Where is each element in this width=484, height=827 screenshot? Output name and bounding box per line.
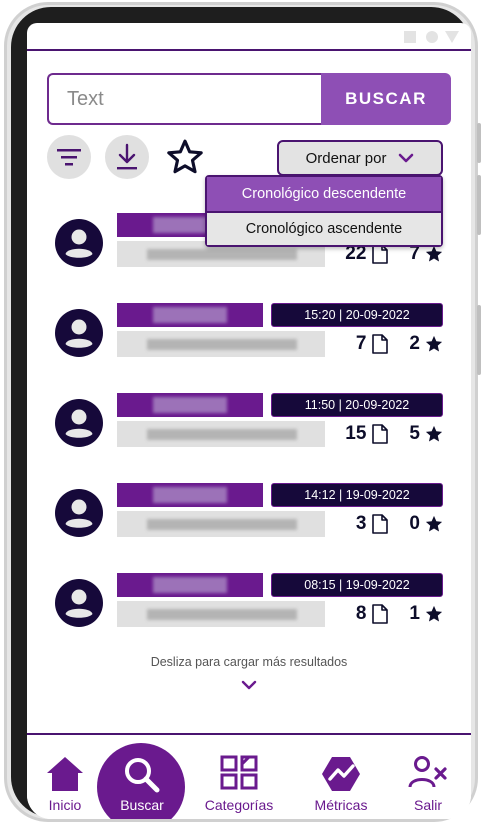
phone-side-button <box>477 175 481 235</box>
nav-item-buscar[interactable]: Buscar <box>101 735 183 819</box>
home-icon <box>47 757 83 791</box>
document-count: 3 <box>355 513 367 534</box>
result-subtitle-redacted <box>117 511 325 537</box>
status-square-icon <box>404 31 416 43</box>
sort-options-menu: Cronológico descendente Cronológico asce… <box>205 175 443 247</box>
document-icon <box>372 334 389 354</box>
load-more-hint: Desliza para cargar más resultados <box>150 655 348 669</box>
result-subtitle-redacted <box>117 601 325 627</box>
user-avatar-icon <box>55 309 103 357</box>
document-count: 15 <box>345 423 367 444</box>
chevron-down-icon <box>399 153 414 163</box>
logout-user-icon <box>408 756 447 788</box>
nav-item-salir[interactable]: Salir <box>401 735 455 819</box>
phone-side-button <box>477 305 481 375</box>
categories-icon <box>220 755 258 790</box>
document-count: 7 <box>355 333 367 354</box>
download-button[interactable] <box>105 135 149 179</box>
status-triangle-icon <box>445 31 459 43</box>
sort-dropdown-button[interactable]: Ordenar por <box>277 140 443 176</box>
sort-option-ascending[interactable]: Cronológico ascendente <box>207 211 441 245</box>
filter-icon <box>57 149 81 166</box>
document-count: 22 <box>345 243 367 264</box>
result-timestamp: 15:20 | 20-09-2022 <box>271 303 443 327</box>
result-title-redacted <box>117 303 263 327</box>
favorite-star-icon[interactable] <box>165 137 205 177</box>
phone-side-button <box>477 123 481 163</box>
user-avatar-icon <box>55 489 103 537</box>
document-icon <box>372 604 389 624</box>
status-bar <box>27 23 471 51</box>
bottom-navigation: Inicio Buscar Categorías <box>27 733 471 819</box>
result-timestamp: 11:50 | 20-09-2022 <box>271 393 443 417</box>
star-icon <box>425 605 443 622</box>
app-screen: BUSCAR Ordenar por Cronológi <box>27 23 471 819</box>
nav-label: Métricas <box>314 797 368 813</box>
star-icon <box>425 515 443 532</box>
star-count: 0 <box>409 513 420 534</box>
nav-item-categorias[interactable]: Categorías <box>195 735 283 819</box>
star-count: 2 <box>409 333 420 354</box>
nav-label: Categorías <box>204 797 274 813</box>
nav-item-metricas[interactable]: Métricas <box>303 735 379 819</box>
result-subtitle-redacted <box>117 421 325 447</box>
star-count: 5 <box>409 423 420 444</box>
filter-button[interactable] <box>47 135 91 179</box>
result-stats: 22 7 <box>345 243 443 265</box>
result-title-redacted <box>117 393 263 417</box>
phone-frame: BUSCAR Ordenar por Cronológi <box>4 2 481 822</box>
document-icon <box>372 244 389 264</box>
result-row[interactable]: 15:20 | 20-09-2022 7 2 <box>27 303 471 369</box>
result-stats: 7 2 <box>356 333 443 355</box>
result-title-redacted <box>117 573 263 597</box>
nav-label: Buscar <box>120 797 164 813</box>
sort-option-descending[interactable]: Cronológico descendente <box>207 177 441 211</box>
document-icon <box>372 514 389 534</box>
search-input[interactable] <box>47 73 325 125</box>
star-icon <box>425 245 443 262</box>
user-avatar-icon <box>55 219 103 267</box>
document-count: 8 <box>355 603 367 624</box>
chevron-down-icon[interactable] <box>239 679 259 693</box>
star-count: 1 <box>409 603 420 624</box>
result-stats: 3 0 <box>356 513 443 535</box>
result-timestamp: 08:15 | 19-09-2022 <box>271 573 443 597</box>
result-row[interactable]: 11:50 | 20-09-2022 15 5 <box>27 393 471 459</box>
search-icon <box>125 758 160 793</box>
nav-label: Inicio <box>48 797 82 813</box>
result-stats: 8 1 <box>356 603 443 625</box>
search-button[interactable]: BUSCAR <box>321 73 451 125</box>
metrics-icon <box>322 757 360 791</box>
star-count: 7 <box>409 243 420 264</box>
result-row[interactable]: 14:12 | 19-09-2022 3 0 <box>27 483 471 549</box>
nav-item-inicio[interactable]: Inicio <box>35 735 95 819</box>
result-subtitle-redacted <box>117 331 325 357</box>
user-avatar-icon <box>55 399 103 447</box>
user-avatar-icon <box>55 579 103 627</box>
download-icon <box>117 143 137 170</box>
star-icon <box>425 425 443 442</box>
star-icon <box>425 335 443 352</box>
document-icon <box>372 424 389 444</box>
nav-label: Salir <box>413 797 442 813</box>
result-title-redacted <box>117 483 263 507</box>
status-circle-icon <box>426 31 438 43</box>
result-row[interactable]: 08:15 | 19-09-2022 8 1 <box>27 573 471 639</box>
result-stats: 15 5 <box>345 423 443 445</box>
sort-label: Ordenar por <box>305 149 387 167</box>
result-timestamp: 14:12 | 19-09-2022 <box>271 483 443 507</box>
